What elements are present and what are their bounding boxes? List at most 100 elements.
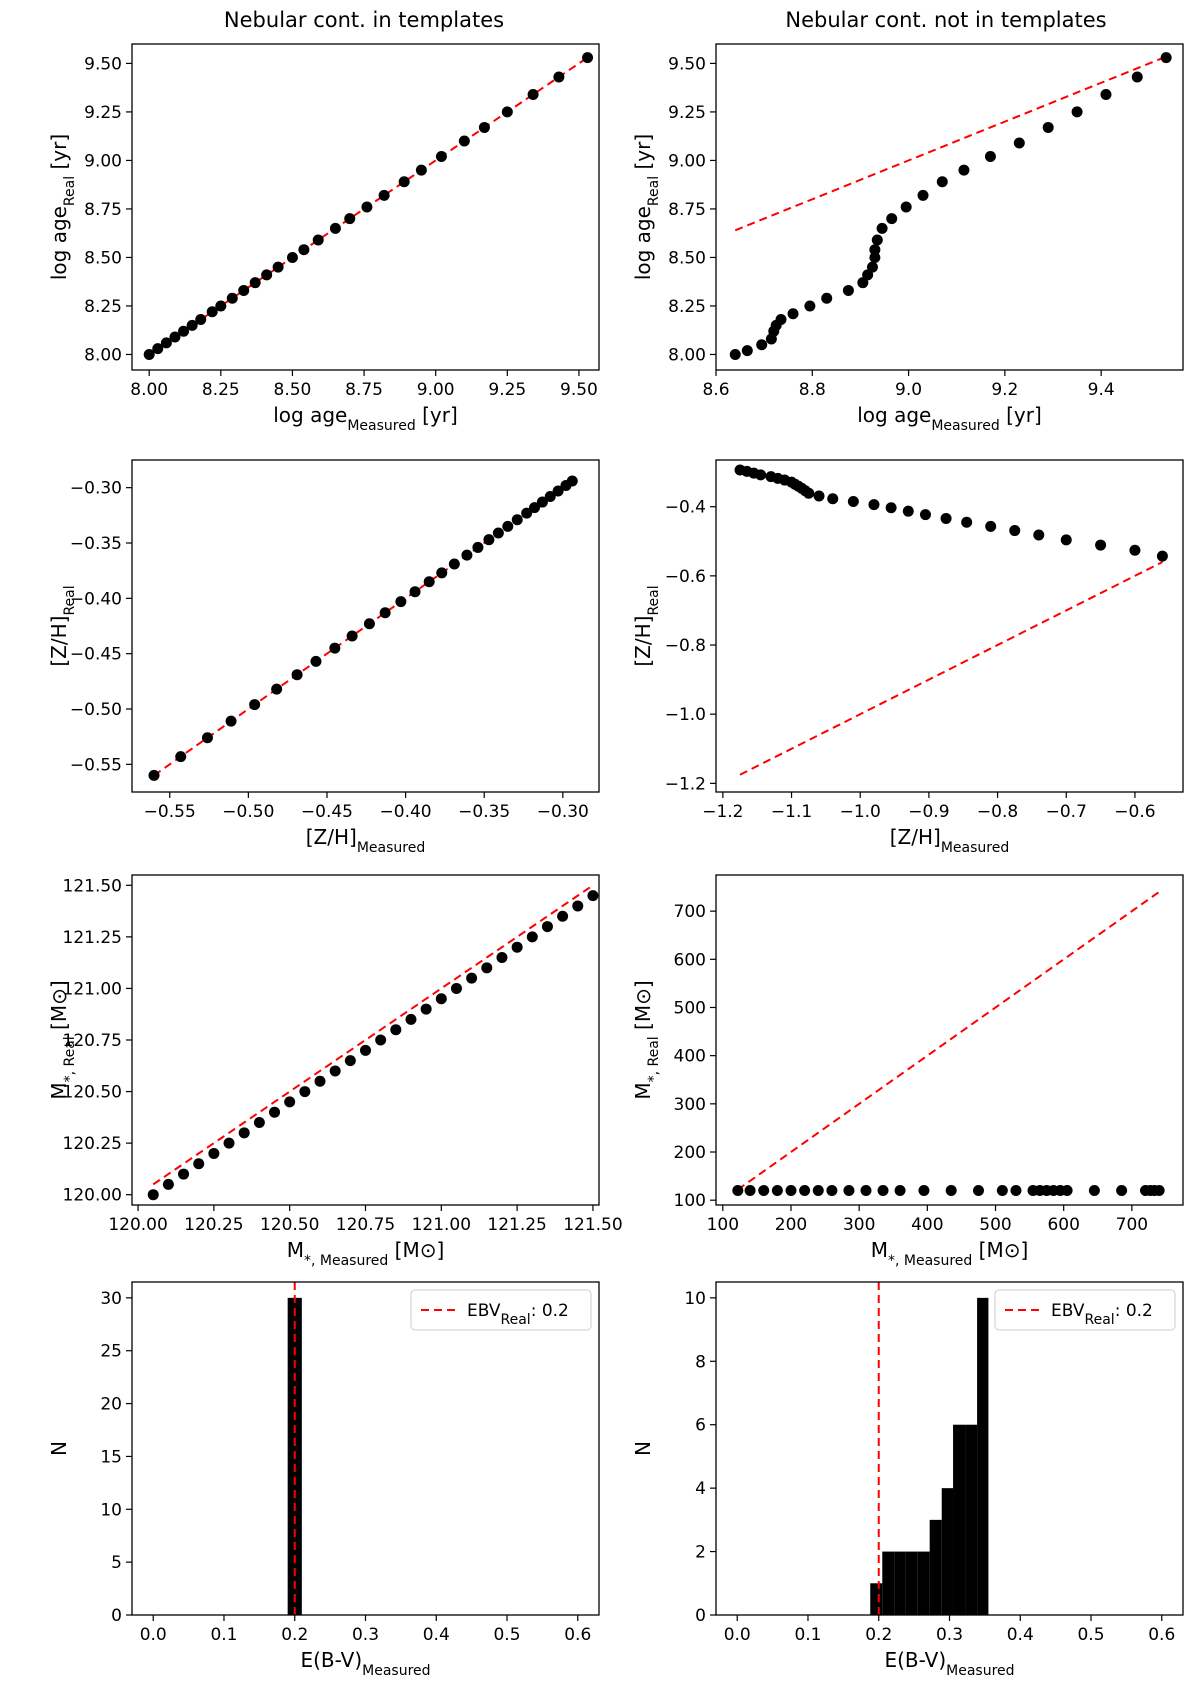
point-p1-12 <box>261 269 273 281</box>
ylabel-p8: N <box>631 1441 655 1456</box>
xlabel-p4: [Z/H]Measured <box>890 825 1009 856</box>
ylabel-p1-sub: Real <box>62 176 78 206</box>
xtick-label-p6-5: 600 <box>1047 1215 1079 1235</box>
ytick-label-p7-5: 25 <box>100 1342 122 1362</box>
ylabel-p8-main: N <box>631 1441 655 1456</box>
point-p3-9 <box>346 630 358 642</box>
point-p2-23 <box>984 151 996 163</box>
point-p6-12 <box>918 1185 930 1197</box>
point-p5-1 <box>162 1178 174 1190</box>
ylabel-p3-sub: Real <box>62 585 78 615</box>
point-p6-16 <box>1010 1185 1022 1197</box>
point-p2-16 <box>871 234 883 246</box>
xtick-label-p6-2: 300 <box>843 1215 875 1235</box>
xtick-label-p3-0: −0.55 <box>144 802 196 822</box>
point-p4-18 <box>902 505 914 517</box>
point-p2-9 <box>821 292 833 304</box>
point-p4-12 <box>803 487 815 499</box>
xtick-label-p8-1: 0.1 <box>794 1625 821 1645</box>
xtick-label-p8-2: 0.2 <box>865 1625 892 1645</box>
xtick-label-p7-1: 0.1 <box>210 1625 237 1645</box>
axes-frame-p4 <box>715 459 1184 793</box>
xtick-label-p4-5: −0.7 <box>1046 802 1087 822</box>
xtick-label-p2-0: 8.6 <box>702 380 729 400</box>
xtick-label-p7-5: 0.5 <box>493 1625 520 1645</box>
point-p6-9 <box>860 1185 872 1197</box>
point-p3-13 <box>409 586 421 598</box>
point-p2-10 <box>842 284 854 296</box>
hist-bar-p8-3 <box>905 1551 918 1615</box>
xlabel-p7: E(B-V)Measured <box>300 1648 430 1679</box>
ylabel-p2-main: log age <box>631 206 655 280</box>
legend-label-main-p8: EBV <box>1051 1301 1085 1321</box>
ytick-label-p4-2: −0.8 <box>665 636 706 656</box>
xlabel-p6-tail: [M⊙] <box>972 1238 1028 1262</box>
point-p2-15 <box>869 244 881 256</box>
ref-line-p6 <box>737 891 1160 1191</box>
xtick-label-p1-3: 8.75 <box>345 380 383 400</box>
point-p5-10 <box>299 1086 311 1098</box>
point-p4-13 <box>813 490 825 502</box>
xtick-label-p5-3: 120.75 <box>336 1215 395 1235</box>
ytick-label-p1-2: 8.50 <box>84 248 122 268</box>
ytick-label-p3-4: −0.35 <box>70 534 122 554</box>
xtick-label-p6-4: 500 <box>979 1215 1011 1235</box>
ylabel-p5: M*, Real [M⊙] <box>47 980 78 1099</box>
hist-bar-p8-1 <box>882 1551 895 1615</box>
point-p6-23 <box>1088 1185 1100 1197</box>
ytick-label-p5-4: 121.00 <box>63 979 122 999</box>
xlabel-p8-main: E(B-V) <box>884 1648 946 1672</box>
point-p3-20 <box>492 527 504 539</box>
legend-label-tail-p7: : 0.2 <box>531 1301 569 1321</box>
panel-p5: 120.00 120.25 120.50 120.75 121.00 121.25 121.… <box>47 874 623 1269</box>
xtick-label-p2-2: 9.0 <box>895 380 922 400</box>
hist-bar-p8-0 <box>870 1583 883 1615</box>
xtick-label-p1-4: 9.00 <box>417 380 455 400</box>
xtick-label-p4-4: −0.8 <box>977 802 1018 822</box>
point-p1-29 <box>582 52 594 64</box>
ylabel-p4-sub: Real <box>646 585 662 615</box>
xlabel-p2-main: log age <box>857 403 931 427</box>
panels: 8.00 8.25 8.50 8.75 9.00 9.25 9.508.008.258.50… <box>47 43 1184 1679</box>
ytick-label-p5-1: 120.25 <box>63 1134 122 1154</box>
hist-bar-p8-7 <box>953 1424 966 1615</box>
ylabel-p1: log ageReal [yr] <box>47 134 78 280</box>
point-p4-22 <box>985 520 997 532</box>
point-p5-22 <box>481 962 493 974</box>
point-p1-3 <box>169 331 181 343</box>
xtick-label-p8-0: 0.0 <box>724 1625 751 1645</box>
ytick-label-p1-5: 9.25 <box>84 103 122 123</box>
ytick-label-p6-3: 400 <box>674 1047 706 1067</box>
ytick-label-p4-0: −1.2 <box>665 774 706 794</box>
point-p2-29 <box>1160 52 1172 64</box>
xtick-label-p1-1: 8.25 <box>202 380 240 400</box>
point-p6-15 <box>996 1185 1008 1197</box>
ytick-label-p2-4: 9.00 <box>668 151 706 171</box>
ytick-label-p3-1: −0.50 <box>70 700 122 720</box>
point-p3-24 <box>529 502 541 514</box>
point-p1-18 <box>344 213 356 225</box>
xlabel-p6-main: M <box>871 1238 888 1262</box>
axes-frame-p5 <box>131 874 600 1206</box>
point-p5-2 <box>178 1168 190 1180</box>
ytick-label-p8-3: 6 <box>695 1416 706 1436</box>
xtick-label-p6-3: 400 <box>911 1215 943 1235</box>
point-p2-21 <box>936 176 948 188</box>
point-p5-4 <box>208 1147 220 1159</box>
xtick-label-p3-2: −0.45 <box>301 802 353 822</box>
ytick-label-p7-6: 30 <box>100 1289 122 1309</box>
hist-bar-p8-6 <box>941 1488 954 1615</box>
point-p2-27 <box>1100 88 1112 100</box>
xlabel-p1-tail: [yr] <box>416 403 458 427</box>
point-p4-17 <box>885 502 897 514</box>
plot-area-p8 <box>870 1282 989 1615</box>
ref-line-p5 <box>152 884 594 1186</box>
xtick-label-p3-4: −0.35 <box>458 802 510 822</box>
point-p6-11 <box>894 1185 906 1197</box>
point-p1-8 <box>215 300 227 312</box>
xtick-label-p3-1: −0.50 <box>222 802 274 822</box>
point-p5-17 <box>405 1013 417 1025</box>
point-p5-8 <box>269 1106 281 1118</box>
legend-box-p7 <box>410 1289 592 1331</box>
xlabel-p4-main: [Z/H] <box>890 825 941 849</box>
